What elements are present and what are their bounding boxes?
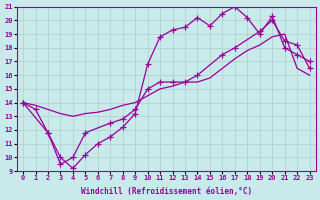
X-axis label: Windchill (Refroidissement éolien,°C): Windchill (Refroidissement éolien,°C) <box>81 187 252 196</box>
